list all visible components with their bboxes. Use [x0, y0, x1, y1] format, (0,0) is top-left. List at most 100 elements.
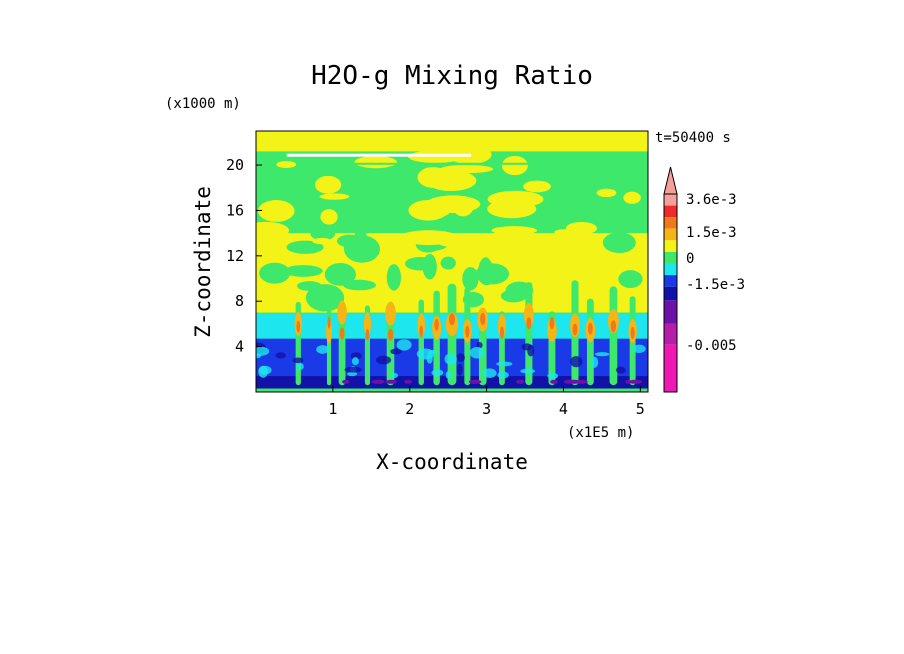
colorbar-label: 3.6e-3 [686, 192, 737, 208]
plume-core [630, 326, 635, 339]
green-patch [283, 265, 323, 277]
colorbar-frame [663, 193, 678, 393]
yellow-patch [314, 175, 342, 194]
colorbar-segment [664, 286, 677, 301]
yellow-patch [523, 180, 551, 193]
y-axis: 4 8 12 16 20 [226, 156, 262, 356]
plume-core [465, 325, 470, 338]
purple-spot [385, 379, 398, 384]
colorbar-arrow [663, 166, 678, 195]
blue-ripple [456, 363, 463, 376]
y-unit-label: (x1000 m) [165, 96, 241, 112]
blue-ripple [390, 372, 399, 379]
plume-core [549, 317, 555, 330]
colorbar-segment [664, 205, 677, 218]
yellow-patch [425, 170, 477, 191]
purple-spot [404, 379, 413, 384]
yellow-patch [258, 200, 295, 222]
green-patch [343, 235, 380, 263]
plume-core [497, 313, 506, 338]
chart-title: H2O-g Mixing Ratio [311, 61, 593, 91]
yellow-patch [425, 195, 481, 213]
plume-core [363, 312, 372, 337]
green-patch [386, 264, 401, 291]
plume-core [417, 313, 426, 338]
surface-strip [256, 388, 648, 392]
blue-ripple [344, 366, 362, 373]
plume-core [547, 317, 557, 342]
plume-core [434, 318, 439, 331]
blue-ripple [520, 368, 536, 374]
plume-core [448, 313, 456, 326]
green-patch [440, 256, 456, 270]
green-patch [297, 281, 322, 291]
purple-spot [471, 379, 481, 384]
colorbar-segment [664, 228, 677, 241]
plume-core [296, 320, 301, 333]
y-tick-label: 8 [235, 292, 244, 310]
yellow-patch [596, 188, 617, 198]
yellow-patch [565, 221, 598, 235]
x-tick-label: 3 [482, 400, 491, 418]
green-patch [354, 228, 367, 244]
colorbar-segment [664, 323, 677, 345]
plume-core [587, 322, 593, 335]
plume-core [526, 317, 532, 330]
x-tick-label: 4 [559, 400, 568, 418]
blue-ripple [431, 369, 444, 376]
blue-ripple [496, 361, 513, 367]
blue-ripple [570, 356, 583, 368]
blue-ripple [351, 357, 359, 366]
y-tick-label: 4 [235, 338, 244, 356]
colorbar-segment [664, 300, 677, 324]
yellow-patch [491, 226, 538, 235]
green-patch [259, 262, 291, 284]
plume-core [419, 325, 424, 338]
colorbar-labels: 3.6e-3 1.5e-3 0 -1.5e-3 -0.005 [686, 192, 745, 354]
plume [418, 299, 424, 386]
blue-ripple [547, 372, 559, 380]
blue-ripple [396, 339, 412, 351]
blue-ripple [427, 349, 438, 355]
plume-core [326, 319, 332, 344]
plume-core [387, 328, 394, 341]
blue-ripple [521, 343, 533, 351]
layer-top [256, 131, 648, 152]
yellow-patch [319, 193, 350, 200]
green-patch [305, 284, 345, 312]
blue-ripple [482, 368, 497, 379]
blue-ripple [594, 352, 610, 357]
blue-ripple [258, 365, 272, 375]
y-tick-label: 16 [226, 201, 244, 219]
colorbar [663, 166, 678, 393]
colorbar-segment [664, 217, 677, 229]
plume-core [499, 326, 504, 339]
yellow-patch [320, 209, 338, 225]
purple-spot [567, 379, 580, 384]
yellow-patch [256, 221, 290, 240]
green-patch [602, 232, 636, 254]
y-axis-label: Z-coordinate [191, 186, 215, 338]
colorbar-segment [664, 275, 677, 287]
yellow-patch [501, 155, 528, 176]
y-tick-label: 12 [226, 247, 244, 265]
x-tick-label: 5 [636, 400, 645, 418]
purple-spot [375, 379, 385, 384]
x-tick-label: 2 [405, 400, 414, 418]
colorbar-label: 1.5e-3 [686, 225, 737, 241]
purple-spot [628, 379, 643, 384]
blue-ripple [632, 344, 646, 353]
yellow-patch [312, 237, 332, 245]
blue-ripple [426, 353, 433, 364]
blue-ripple [615, 366, 626, 374]
plume-core [365, 328, 370, 341]
colorbar-segment [664, 240, 677, 252]
colorbar-segment [664, 251, 677, 264]
plume-core [339, 327, 345, 340]
yellow-patch [399, 230, 458, 246]
green-patch [618, 270, 643, 289]
plume-core [385, 301, 396, 326]
plume-core [523, 303, 534, 328]
upper-streak [286, 153, 472, 157]
